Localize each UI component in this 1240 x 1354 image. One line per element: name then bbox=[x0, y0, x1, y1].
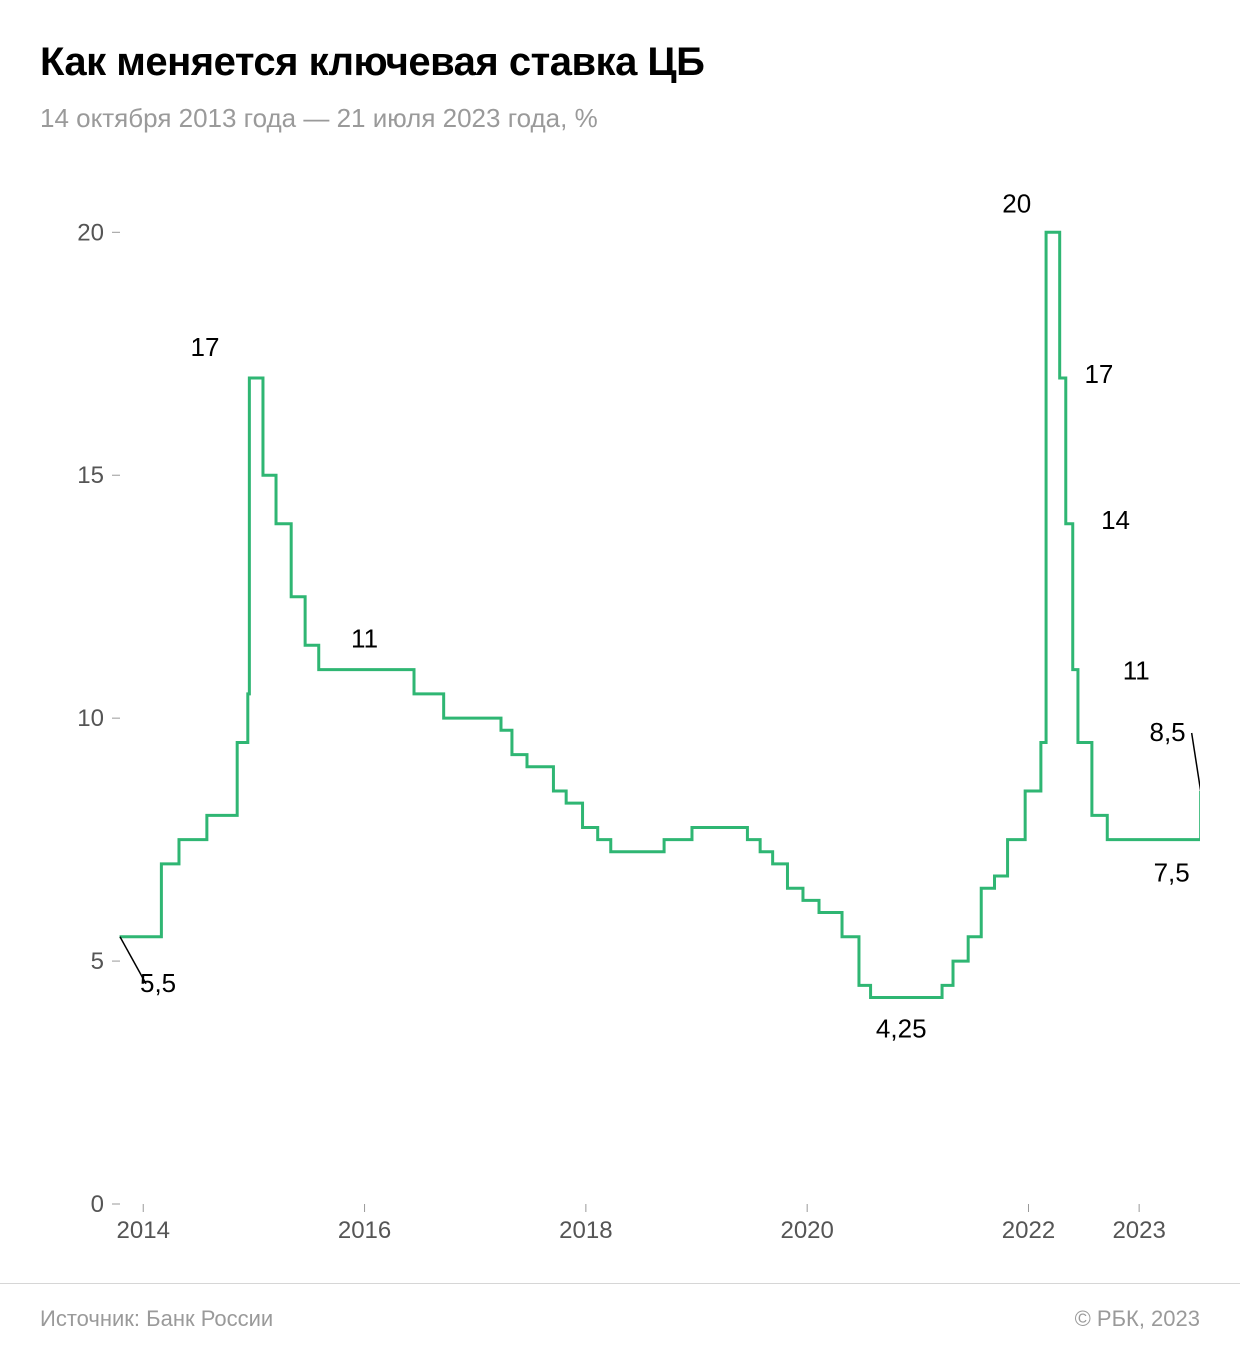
svg-text:7,5: 7,5 bbox=[1154, 858, 1190, 888]
copyright-label: © РБК, 2023 bbox=[1075, 1306, 1200, 1332]
svg-text:10: 10 bbox=[77, 705, 104, 732]
svg-text:4,25: 4,25 bbox=[876, 1014, 927, 1044]
svg-text:20: 20 bbox=[1002, 188, 1031, 218]
svg-text:2022: 2022 bbox=[1002, 1217, 1055, 1244]
chart-title: Как меняется ключевая ставка ЦБ bbox=[40, 40, 1200, 85]
svg-text:5,5: 5,5 bbox=[140, 968, 176, 998]
chart-subtitle: 14 октября 2013 года — 21 июля 2023 года… bbox=[40, 103, 1200, 134]
svg-text:0: 0 bbox=[91, 1191, 104, 1218]
step-line-chart: 051015202014201620182020202220235,517114… bbox=[40, 164, 1200, 1244]
svg-text:8,5: 8,5 bbox=[1150, 717, 1186, 747]
svg-text:2018: 2018 bbox=[559, 1217, 612, 1244]
svg-text:11: 11 bbox=[1123, 656, 1150, 686]
svg-text:2023: 2023 bbox=[1112, 1217, 1165, 1244]
svg-text:15: 15 bbox=[77, 462, 104, 489]
svg-text:17: 17 bbox=[1084, 359, 1113, 389]
svg-text:14: 14 bbox=[1101, 505, 1130, 535]
source-label: Источник: Банк России bbox=[40, 1306, 273, 1332]
chart-area: 051015202014201620182020202220235,517114… bbox=[40, 164, 1200, 1244]
svg-text:17: 17 bbox=[191, 332, 220, 362]
svg-text:2020: 2020 bbox=[780, 1217, 833, 1244]
svg-text:2016: 2016 bbox=[338, 1217, 391, 1244]
svg-text:20: 20 bbox=[77, 219, 104, 246]
svg-text:5: 5 bbox=[91, 948, 104, 975]
svg-text:2014: 2014 bbox=[117, 1217, 170, 1244]
chart-footer: Источник: Банк России © РБК, 2023 bbox=[0, 1283, 1240, 1354]
svg-text:11: 11 bbox=[351, 624, 378, 654]
